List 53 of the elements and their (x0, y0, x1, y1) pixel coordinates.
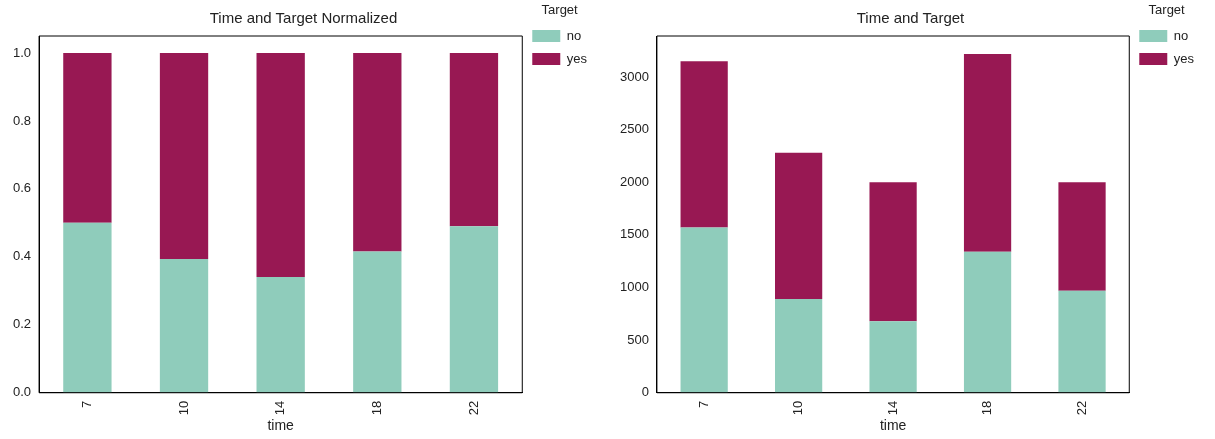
y-tick-label: 0 (641, 384, 649, 400)
bar (775, 152, 823, 300)
y-tick-label: 0.6 (12, 180, 32, 196)
bar (256, 276, 305, 393)
y-tick-label: 3000 (620, 68, 649, 84)
legend-label: yes (1173, 50, 1195, 66)
y-tick-label: 2000 (620, 173, 649, 189)
legend-label: no (566, 27, 582, 43)
bar (1058, 182, 1106, 291)
x-tick-label: 14 (884, 400, 900, 416)
y-tick-label: 0.0 (12, 384, 32, 400)
x-tick-label: 7 (78, 400, 94, 408)
bar (869, 182, 917, 322)
y-tick-label: 1000 (620, 279, 649, 295)
bar (159, 52, 209, 259)
x-tick-label: 14 (272, 400, 288, 416)
y-tick-label: 0.2 (12, 316, 32, 332)
legend-label: no (1173, 27, 1189, 43)
x-tick-label: 10 (790, 400, 806, 416)
y-tick-label: 0.8 (12, 112, 32, 128)
bar (256, 52, 305, 277)
x-tick-label: 22 (465, 400, 481, 416)
legend-label: yes (566, 50, 588, 66)
bar (353, 251, 402, 393)
y-tick-label: 500 (627, 331, 649, 347)
chart-title: Time and Target (856, 9, 966, 27)
bar (449, 52, 499, 227)
bar (1058, 290, 1106, 393)
y-tick-label: 2500 (620, 121, 649, 137)
bar (159, 258, 209, 393)
y-tick-label: 1500 (620, 226, 649, 242)
y-tick-label: 0.4 (12, 248, 32, 264)
legend-title: Target (541, 2, 579, 18)
bar (63, 52, 112, 223)
bar (680, 61, 728, 228)
x-tick-label: 7 (695, 400, 711, 408)
x-axis-title: time (879, 417, 907, 434)
bar (353, 52, 402, 252)
x-tick-label: 22 (1073, 400, 1089, 416)
bar (869, 321, 917, 393)
bar (63, 222, 112, 393)
chart-title: Time and Target Normalized (209, 9, 398, 27)
x-tick-label: 18 (979, 400, 995, 416)
bar (963, 53, 1012, 252)
bar (963, 251, 1012, 393)
legend-title: Target (1148, 2, 1186, 18)
y-tick-label: 1.0 (12, 44, 32, 60)
bar (680, 227, 728, 393)
bar (775, 299, 823, 393)
x-axis-title: time (267, 417, 295, 434)
x-tick-label: 18 (368, 400, 384, 416)
x-tick-label: 10 (175, 400, 191, 416)
bar (449, 226, 499, 393)
